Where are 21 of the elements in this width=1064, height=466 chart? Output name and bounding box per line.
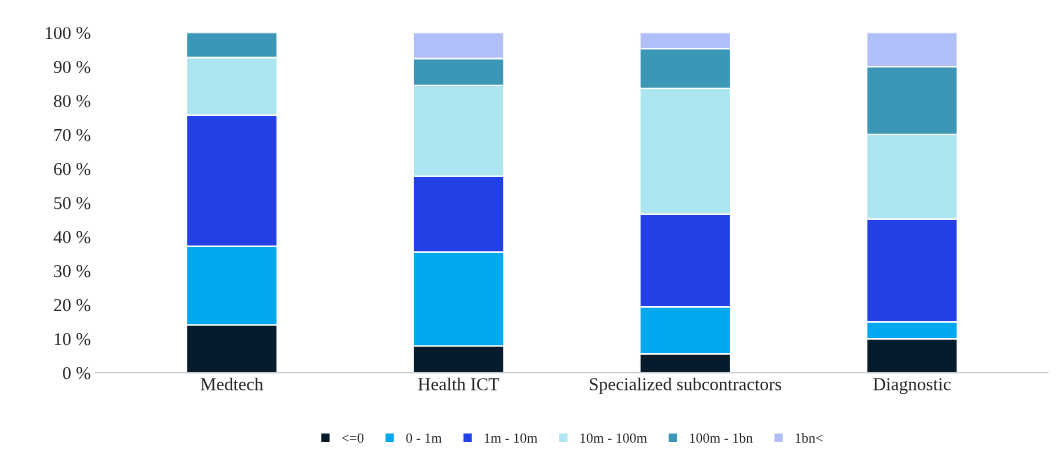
y-tick-label: 90 % [53,60,91,74]
legend-label: 100m - 1bn [690,433,753,443]
y-tick-label: 60 % [54,162,91,176]
x-tick-label: Diagnostic [873,378,951,395]
y-tick-label: 30 % [54,265,91,278]
legend-label: 10m - 100m [580,433,647,443]
legend-label: 1bn< [795,433,823,443]
y-tick-label: 0 % [63,367,91,380]
y-tick-label: 10 % [54,333,91,346]
legend-label: <=0 [342,433,364,443]
y-tick-label: 80 % [53,94,91,108]
y-tick-label: 20 % [54,299,91,312]
y-tick-label: 70 % [54,128,91,142]
y-tick-label: 40 % [53,230,91,244]
legend-label: 1m - 10m [484,433,538,443]
legend-label: 0 - 1m [406,433,442,443]
x-tick-label: Medtech [200,377,264,391]
y-tick-label: 100 % [45,26,91,40]
x-tick-label: Health ICT [418,377,500,391]
x-tick-label: Specialized subcontractors [589,377,782,395]
y-tick-label: 50 % [54,196,91,210]
